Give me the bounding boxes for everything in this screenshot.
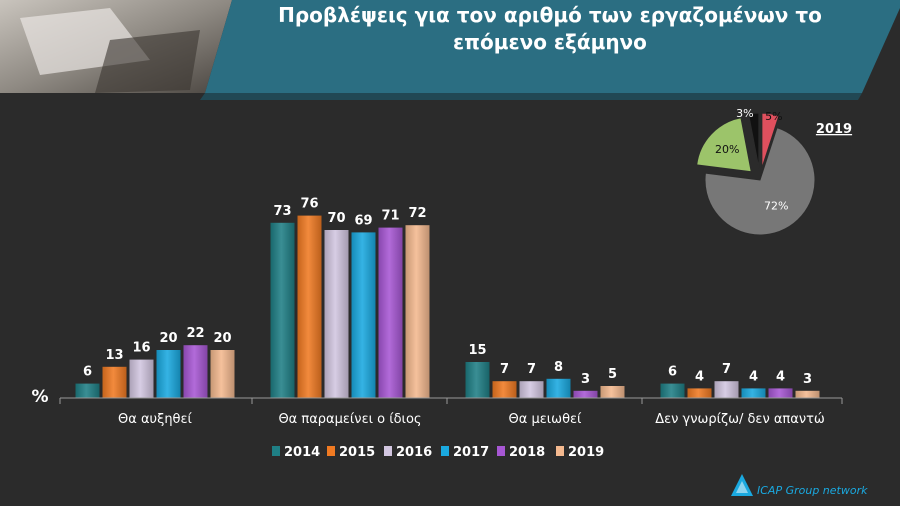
bar-2017-cat1 <box>156 350 181 398</box>
bar-2017-cat3 <box>546 378 571 398</box>
category-label: Θα αυξηθεί <box>118 412 192 427</box>
bar-value-label: 73 <box>273 204 291 219</box>
bar-value-label: 7 <box>722 362 731 377</box>
bar-2014-cat1 <box>75 383 100 398</box>
bar-value-label: 7 <box>500 362 509 377</box>
bar-value-label: 71 <box>381 209 399 224</box>
category-label: Θα μειωθεί <box>509 412 582 427</box>
legend-label: 2014 <box>284 445 320 460</box>
bar-value-label: 5 <box>608 367 617 382</box>
bar-2019-cat2 <box>405 225 430 398</box>
bar-value-label: 72 <box>408 206 426 221</box>
bar-2017-cat4 <box>741 388 766 398</box>
bar-2016-cat1 <box>129 359 154 398</box>
legend-swatch <box>384 446 392 456</box>
bar-value-label: 70 <box>327 211 345 226</box>
bar-2017-cat2 <box>351 232 376 398</box>
legend-swatch <box>272 446 280 456</box>
bar-2019-cat1 <box>210 350 235 398</box>
bar-2019-cat4 <box>795 390 820 398</box>
bar-2016-cat2 <box>324 230 349 398</box>
legend-label: 2019 <box>568 445 604 460</box>
legend-swatch <box>441 446 449 456</box>
logo-text: ICAP Group network <box>757 484 868 497</box>
bar-2018-cat2 <box>378 227 403 398</box>
bar-2014-cat2 <box>270 222 295 398</box>
pie-slice-label: 5% <box>765 110 782 123</box>
bar-value-label: 13 <box>105 348 123 363</box>
category-label: Θα παραμείνει ο ίδιος <box>278 412 421 427</box>
bar-2014-cat3 <box>465 362 490 398</box>
bar-value-label: 6 <box>668 365 677 380</box>
bar-2018-cat3 <box>573 390 598 398</box>
bar-2018-cat4 <box>768 388 793 398</box>
bar-value-label: 8 <box>554 360 563 375</box>
bar-2016-cat4 <box>714 381 739 398</box>
bar-2014-cat4 <box>660 383 685 398</box>
bar-value-label: 69 <box>354 213 372 228</box>
legend-swatch <box>556 446 564 456</box>
bar-value-label: 76 <box>300 197 318 212</box>
pie-slice-label: 72% <box>764 200 788 213</box>
pie-slice-2 <box>704 127 816 236</box>
legend-label: 2018 <box>509 445 545 460</box>
bar-2015-cat1 <box>102 366 127 398</box>
legend-swatch <box>327 446 335 456</box>
legend-label: 2017 <box>453 445 489 460</box>
legend-item-2014: 2014 <box>272 445 320 460</box>
bar-2019-cat3 <box>600 386 625 398</box>
legend-label: 2016 <box>396 445 432 460</box>
bar-value-label: 16 <box>132 341 150 356</box>
bar-2016-cat3 <box>519 381 544 398</box>
pie-slice-label: 20% <box>715 143 739 156</box>
category-labels: Θα αυξηθεί Θα παραμείνει ο ίδιος Θα μειωθε… <box>118 412 825 427</box>
bar-value-label: 3 <box>803 372 812 387</box>
bar-value-label: 4 <box>776 369 785 384</box>
bar-value-label: 15 <box>468 343 486 358</box>
legend-item-2019: 2019 <box>556 445 604 460</box>
bar-value-label: 4 <box>749 369 758 384</box>
bar-chart: 6 13 16 20 22 20 73 76 70 69 71 72 15 7 7 8 3 5 6 4 7 4 4 3 <box>75 197 820 398</box>
pie-slice-4 <box>747 112 760 169</box>
bar-2015-cat3 <box>492 381 517 398</box>
bar-value-label: 3 <box>581 372 590 387</box>
pie-slice-label: 3% <box>736 107 753 120</box>
legend-label: 2015 <box>339 445 375 460</box>
category-label: Δεν γνωρίζω/ δεν απαντώ <box>655 412 825 427</box>
legend-item-2015: 2015 <box>327 445 375 460</box>
pie-chart-2019: 5% 72% 20% 3% 2019 <box>696 107 852 236</box>
y-axis-label: % <box>31 387 48 407</box>
bar-value-label: 22 <box>186 326 204 341</box>
legend-item-2017: 2017 <box>441 445 489 460</box>
legend: 2014 2015 2016 2017 2018 2019 <box>272 445 604 460</box>
bar-value-label: 4 <box>695 369 704 384</box>
pie-title: 2019 <box>816 122 852 137</box>
legend-swatch <box>497 446 505 456</box>
header-banner <box>0 0 900 100</box>
bar-value-label: 20 <box>213 331 231 346</box>
logo: ICAP Group network <box>731 474 868 497</box>
legend-item-2016: 2016 <box>384 445 432 460</box>
bar-2018-cat1 <box>183 345 208 398</box>
bar-value-label: 7 <box>527 362 536 377</box>
page-title: Προβλέψεις για τον αριθμό των εργαζομένω… <box>278 3 822 54</box>
bar-2015-cat4 <box>687 388 712 398</box>
pie-slice-3 <box>696 117 752 173</box>
pie-slice-1 <box>761 112 780 169</box>
category-separators <box>59 398 843 404</box>
bar-value-label: 6 <box>83 365 92 380</box>
bar-value-label: 20 <box>159 331 177 346</box>
bar-2015-cat2 <box>297 215 322 398</box>
legend-item-2018: 2018 <box>497 445 545 460</box>
